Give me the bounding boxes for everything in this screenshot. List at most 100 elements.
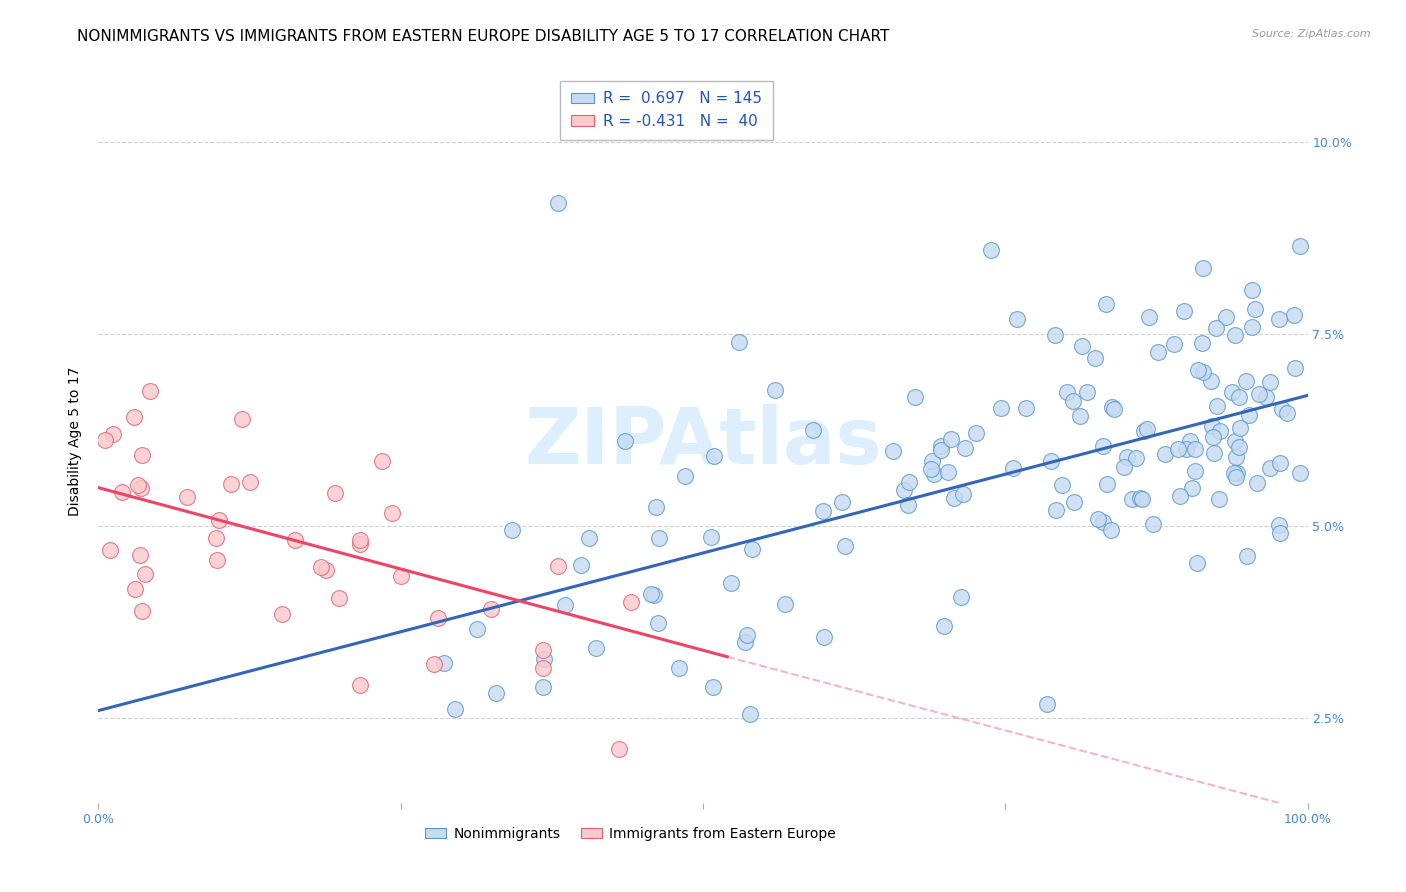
Point: [1115, 450, 1137, 464]
Point: [531, 680, 554, 694]
Point: [131, 448, 153, 462]
Point: [1137, 310, 1160, 324]
Point: [929, 439, 952, 453]
Point: [763, 383, 786, 397]
Point: [283, 533, 305, 548]
Point: [547, 196, 569, 211]
Point: [728, 334, 751, 349]
Point: [1241, 320, 1264, 334]
Point: [1223, 327, 1246, 342]
Point: [734, 635, 756, 649]
Point: [813, 630, 835, 644]
Point: [1043, 328, 1066, 343]
Point: [1282, 308, 1305, 322]
Point: [1199, 374, 1222, 388]
Point: [1178, 434, 1201, 448]
Point: [735, 628, 758, 642]
Point: [129, 481, 152, 495]
Point: [1222, 467, 1244, 481]
Point: [547, 558, 569, 573]
Point: [426, 610, 449, 624]
Point: [98, 542, 121, 557]
Point: [1225, 450, 1247, 465]
Point: [94, 434, 117, 448]
Point: [1173, 304, 1195, 318]
Point: [479, 602, 502, 616]
Point: [585, 641, 607, 656]
Point: [1084, 351, 1107, 366]
Point: [1184, 464, 1206, 478]
Text: ZIPAtlas: ZIPAtlas: [524, 403, 882, 480]
Point: [773, 597, 796, 611]
Point: [1289, 466, 1312, 480]
Point: [952, 487, 974, 501]
Point: [1039, 454, 1062, 468]
Point: [1154, 447, 1177, 461]
Point: [1167, 442, 1189, 456]
Point: [349, 537, 371, 551]
Point: [647, 615, 669, 630]
Point: [1247, 386, 1270, 401]
Text: NONIMMIGRANTS VS IMMIGRANTS FROM EASTERN EUROPE DISABILITY AGE 5 TO 17 CORRELATI: NONIMMIGRANTS VS IMMIGRANTS FROM EASTERN…: [77, 29, 890, 44]
Point: [1062, 393, 1084, 408]
Point: [1270, 456, 1292, 470]
Point: [980, 244, 1002, 258]
Point: [673, 468, 696, 483]
Point: [328, 591, 350, 606]
Point: [1063, 495, 1085, 509]
Point: [129, 548, 152, 562]
Point: [1129, 491, 1152, 506]
Point: [533, 642, 555, 657]
Point: [208, 513, 231, 527]
Point: [1035, 697, 1057, 711]
Point: [1202, 446, 1225, 460]
Point: [1215, 310, 1237, 324]
Point: [101, 426, 124, 441]
Point: [127, 478, 149, 492]
Point: [702, 680, 724, 694]
Y-axis label: Disability Age 5 to 17: Disability Age 5 to 17: [69, 367, 83, 516]
Point: [1226, 466, 1249, 480]
Legend: Nonimmigrants, Immigrants from Eastern Europe: Nonimmigrants, Immigrants from Eastern E…: [420, 822, 841, 847]
Point: [323, 486, 346, 500]
Point: [271, 607, 294, 621]
Point: [613, 434, 636, 448]
Point: [1005, 312, 1028, 326]
Point: [1277, 406, 1299, 420]
Point: [1227, 390, 1250, 404]
Point: [501, 523, 523, 537]
Point: [1147, 345, 1170, 359]
Point: [1258, 375, 1281, 389]
Point: [922, 467, 945, 481]
Point: [1185, 556, 1208, 570]
Point: [131, 605, 153, 619]
Point: [1069, 409, 1091, 424]
Point: [1227, 440, 1250, 454]
Point: [1102, 402, 1125, 417]
Point: [965, 425, 987, 440]
Point: [1184, 442, 1206, 457]
Point: [949, 590, 972, 604]
Point: [139, 384, 162, 399]
Point: [578, 531, 600, 545]
Point: [897, 498, 920, 512]
Point: [720, 575, 742, 590]
Point: [811, 503, 834, 517]
Point: [1133, 424, 1156, 438]
Point: [124, 582, 146, 597]
Point: [1191, 335, 1213, 350]
Point: [1270, 526, 1292, 541]
Point: [1225, 470, 1247, 484]
Point: [920, 462, 942, 476]
Point: [1101, 401, 1123, 415]
Point: [205, 531, 228, 545]
Point: [1209, 425, 1232, 439]
Point: [1220, 385, 1243, 400]
Point: [1254, 390, 1277, 404]
Point: [1056, 385, 1078, 400]
Point: [423, 657, 446, 672]
Point: [932, 619, 955, 633]
Point: [569, 558, 592, 572]
Point: [1092, 516, 1115, 530]
Point: [122, 409, 145, 424]
